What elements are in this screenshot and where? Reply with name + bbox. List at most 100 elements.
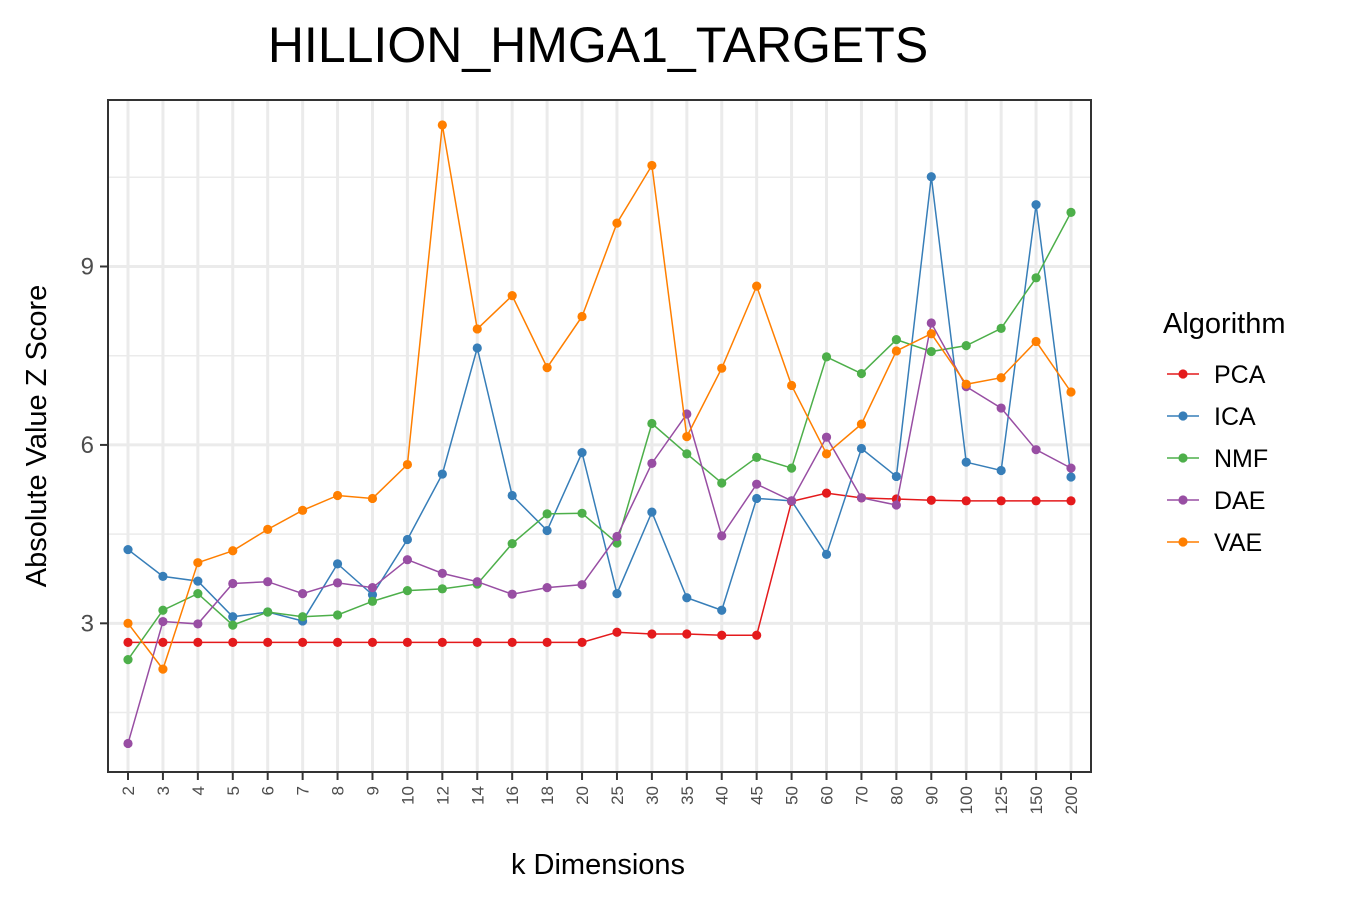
data-point-nmf: [332, 610, 343, 620]
data-point-vae: [1066, 387, 1076, 397]
y-axis-title: Absolute Value Z Score: [21, 285, 53, 588]
data-point-pca: [437, 637, 447, 647]
data-point-nmf: [507, 539, 517, 549]
data-point-vae: [123, 618, 133, 628]
data-point-dae: [402, 555, 413, 565]
data-point-vae: [926, 329, 936, 339]
data-point-pca: [123, 637, 133, 647]
data-point-pca: [158, 637, 168, 647]
series-layer: [123, 120, 1076, 749]
x-tick-label: 9: [363, 786, 382, 795]
legend-label: PCA: [1214, 361, 1266, 389]
data-point-pca: [682, 629, 692, 639]
data-point-ica: [821, 549, 832, 559]
data-point-vae: [752, 281, 762, 291]
data-point-dae: [786, 496, 797, 506]
x-tick-label: 45: [748, 786, 767, 805]
data-point-vae: [298, 505, 308, 515]
data-point-pca: [612, 627, 622, 637]
legend-title: Algorithm: [1163, 308, 1286, 340]
series-line-pca: [128, 492, 1071, 644]
data-point-ica: [926, 172, 936, 182]
data-point-dae: [507, 589, 517, 599]
data-point-nmf: [367, 596, 378, 606]
legend-label: NMF: [1214, 445, 1268, 473]
data-point-nmf: [856, 368, 867, 379]
data-point-pca: [996, 496, 1006, 506]
data-point-dae: [752, 479, 762, 489]
data-point-nmf: [228, 620, 238, 630]
data-point-ica: [437, 469, 447, 479]
data-point-vae: [821, 449, 832, 459]
data-point-vae: [158, 664, 168, 674]
data-point-dae: [996, 403, 1006, 413]
data-point-dae: [472, 577, 482, 587]
data-point-vae: [856, 419, 867, 429]
data-point-dae: [437, 568, 447, 578]
data-point-nmf: [996, 323, 1006, 333]
data-point-pca: [961, 496, 971, 506]
legend-key-point: [1178, 369, 1188, 379]
data-point-vae: [542, 363, 552, 373]
data-point-dae: [717, 531, 727, 541]
data-point-pca: [926, 495, 936, 505]
data-point-pca: [472, 637, 482, 647]
y-tick-label: 3: [81, 610, 94, 637]
series-dae: [123, 318, 1076, 749]
data-point-ica: [717, 605, 727, 615]
data-point-dae: [542, 583, 552, 593]
data-point-vae: [228, 546, 238, 556]
legend-label: ICA: [1214, 403, 1256, 431]
data-point-vae: [717, 363, 727, 373]
x-tick-label: 16: [503, 786, 522, 805]
series-pca: [123, 488, 1076, 647]
data-point-vae: [193, 558, 203, 568]
x-tick-label: 18: [538, 786, 557, 805]
data-point-ica: [228, 612, 238, 622]
data-point-dae: [1031, 445, 1041, 455]
data-point-vae: [961, 379, 971, 389]
legend-key-point: [1178, 453, 1188, 463]
data-point-ica: [158, 571, 168, 581]
data-point-vae: [682, 431, 692, 442]
data-point-nmf: [926, 346, 936, 357]
data-point-nmf: [1066, 207, 1076, 217]
data-point-pca: [577, 637, 587, 647]
data-point-ica: [856, 443, 867, 454]
data-point-ica: [752, 493, 762, 504]
y-axis: 3 6 9: [81, 254, 108, 637]
legend: Algorithm PCA ICA NMF DAE VAE: [1163, 308, 1286, 557]
data-point-pca: [298, 637, 308, 647]
data-point-pca: [1031, 496, 1041, 506]
series-line-dae: [127, 320, 1072, 744]
legend-key-point: [1178, 537, 1188, 547]
x-tick-label: 7: [294, 786, 313, 795]
data-point-nmf: [298, 612, 308, 622]
data-point-pca: [717, 630, 727, 640]
data-point-vae: [263, 524, 273, 534]
x-tick-label: 125: [992, 786, 1011, 814]
data-point-ica: [542, 525, 552, 536]
legend-label: DAE: [1214, 487, 1265, 515]
data-point-ica: [996, 465, 1006, 476]
y-tick-label: 9: [81, 254, 94, 281]
data-point-nmf: [682, 449, 692, 459]
x-tick-label: 4: [189, 786, 208, 795]
data-point-pca: [402, 637, 413, 647]
series-line-vae: [127, 124, 1072, 671]
data-point-nmf: [1031, 273, 1041, 283]
data-point-nmf: [123, 655, 133, 665]
chart-title: HILLION_HMGA1_TARGETS: [268, 17, 928, 73]
x-tick-label: 8: [329, 786, 348, 795]
data-point-vae: [507, 291, 517, 301]
data-point-pca: [821, 488, 832, 498]
legend-key-point: [1178, 495, 1188, 505]
data-point-nmf: [821, 352, 832, 362]
data-point-pca: [542, 637, 552, 647]
series-vae: [123, 120, 1076, 674]
legend-item-dae: DAE: [1167, 487, 1265, 515]
x-tick-label: 10: [398, 786, 417, 805]
y-tick-label: 6: [81, 432, 94, 459]
data-point-vae: [332, 490, 343, 501]
